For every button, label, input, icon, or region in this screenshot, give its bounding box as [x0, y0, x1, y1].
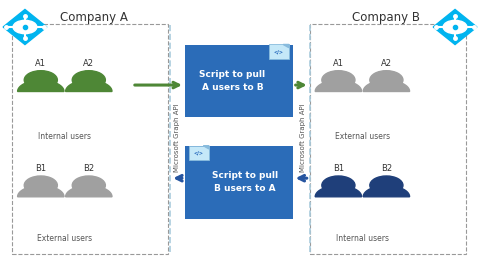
Polygon shape: [315, 80, 361, 92]
Text: External users: External users: [335, 132, 390, 141]
Polygon shape: [18, 185, 64, 197]
Polygon shape: [203, 146, 209, 149]
Circle shape: [370, 71, 403, 89]
Text: </>: </>: [274, 49, 284, 54]
Circle shape: [72, 71, 106, 89]
Circle shape: [370, 176, 403, 195]
Text: B1: B1: [333, 164, 344, 173]
Text: B1: B1: [35, 164, 47, 173]
Bar: [12, 24, 168, 254]
Polygon shape: [363, 80, 409, 92]
Polygon shape: [363, 185, 409, 197]
Text: Internal users: Internal users: [38, 132, 91, 141]
Text: </>: </>: [194, 151, 204, 156]
Text: A2: A2: [84, 59, 94, 68]
Circle shape: [13, 20, 37, 34]
Text: A1: A1: [36, 59, 46, 68]
Text: Script to pull
B users to A: Script to pull B users to A: [212, 171, 278, 193]
Text: B2: B2: [381, 164, 392, 173]
Text: Microsoft Graph API: Microsoft Graph API: [174, 103, 180, 172]
Bar: [185, 45, 293, 117]
Circle shape: [24, 176, 58, 195]
Bar: [310, 24, 466, 254]
Polygon shape: [66, 80, 112, 92]
Text: A2: A2: [381, 59, 392, 68]
Text: External users: External users: [37, 234, 92, 244]
Circle shape: [24, 71, 58, 89]
Text: A1: A1: [333, 59, 344, 68]
Circle shape: [322, 176, 355, 195]
FancyBboxPatch shape: [189, 146, 209, 160]
Text: Script to pull
A users to B: Script to pull A users to B: [199, 70, 265, 92]
Circle shape: [322, 71, 355, 89]
Polygon shape: [18, 80, 64, 92]
Polygon shape: [283, 45, 289, 48]
Polygon shape: [3, 9, 47, 45]
Text: B2: B2: [83, 164, 95, 173]
Polygon shape: [315, 185, 361, 197]
FancyBboxPatch shape: [269, 45, 289, 59]
Circle shape: [72, 176, 106, 195]
Circle shape: [443, 20, 467, 34]
Text: Company B: Company B: [352, 11, 420, 24]
Bar: [185, 146, 293, 219]
Text: Microsoft Graph API: Microsoft Graph API: [300, 103, 306, 172]
Polygon shape: [66, 185, 112, 197]
Polygon shape: [433, 9, 477, 45]
Text: Internal users: Internal users: [336, 234, 389, 244]
Text: Company A: Company A: [60, 11, 128, 24]
